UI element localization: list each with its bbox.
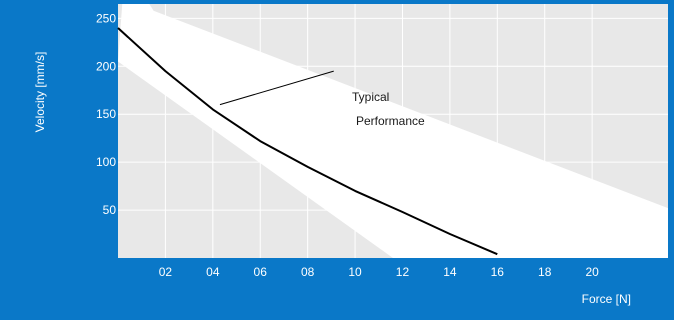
x-axis-label: Force [N] <box>582 292 631 306</box>
performance-band <box>118 4 668 258</box>
series-layer <box>117 27 498 256</box>
x-tick-label-5: 12 <box>396 265 410 279</box>
y-tick-label-4: 250 <box>96 11 116 25</box>
y-axis-ticks: 50 100 150 200 250 <box>96 11 116 217</box>
series-line-0 <box>117 27 498 256</box>
performance-band-area <box>118 4 668 258</box>
annotation-layer: Typical Performance <box>219 70 425 128</box>
x-tick-label-2: 06 <box>254 265 268 279</box>
x-tick-label-3: 08 <box>301 265 315 279</box>
annotation-pointer <box>219 70 334 106</box>
x-tick-label-1: 04 <box>206 265 220 279</box>
x-tick-label-8: 18 <box>538 265 552 279</box>
annotation-label-line-2: Performance <box>356 114 425 128</box>
x-tick-label-0: 02 <box>159 265 173 279</box>
annotation-label-line-1: Typical <box>352 90 389 104</box>
y-tick-label-3: 200 <box>96 59 116 73</box>
y-axis-label: Velocity [mm/s] <box>33 52 47 133</box>
x-tick-label-7: 16 <box>491 265 505 279</box>
y-tick-label-0: 50 <box>103 203 117 217</box>
x-tick-label-4: 10 <box>348 265 362 279</box>
x-axis-ticks: 02 04 06 08 10 12 14 16 18 20 <box>159 265 599 279</box>
x-tick-label-6: 14 <box>443 265 457 279</box>
x-tick-label-9: 20 <box>585 265 599 279</box>
y-tick-label-2: 150 <box>96 107 116 121</box>
y-tick-label-1: 100 <box>96 155 116 169</box>
